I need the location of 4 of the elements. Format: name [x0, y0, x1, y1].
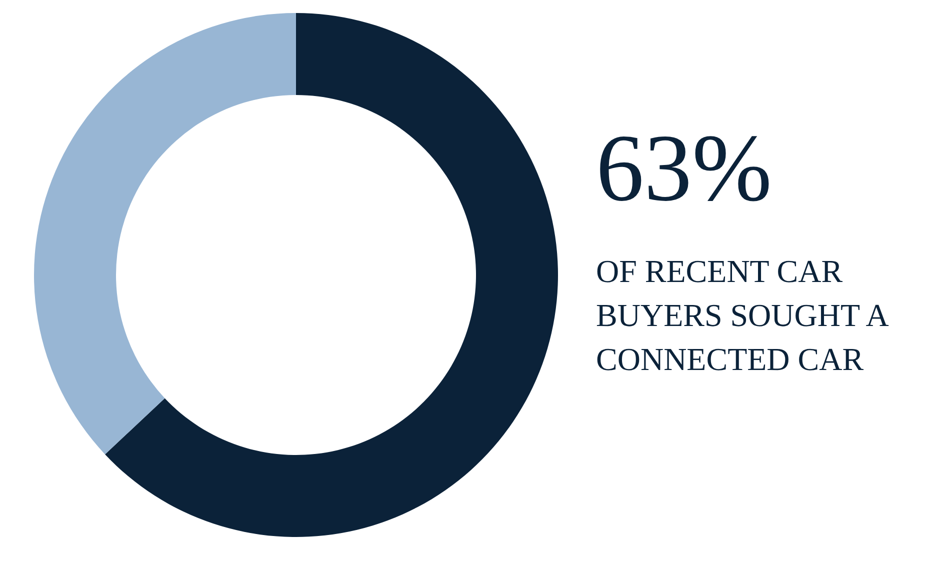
- donut-slice: [34, 13, 296, 454]
- text: OF RECENT CAR BUYERS SOUGHT A CONNECTED CAR: [596, 253, 889, 377]
- text: 63%: [596, 114, 772, 221]
- donut-slice: [105, 13, 558, 537]
